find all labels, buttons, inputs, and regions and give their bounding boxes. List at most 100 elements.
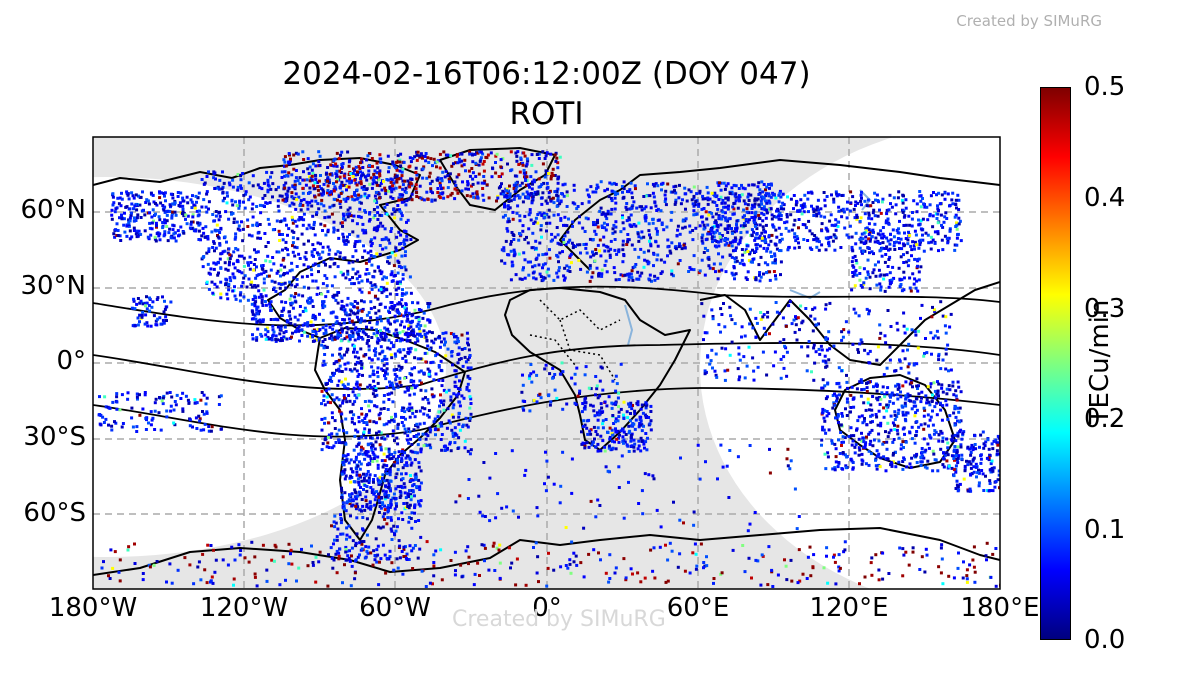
- roti-point: [372, 452, 376, 456]
- roti-point: [755, 236, 759, 240]
- roti-point: [432, 157, 436, 161]
- roti-point: [114, 207, 118, 211]
- roti-point: [346, 361, 350, 365]
- roti-point: [269, 308, 273, 312]
- roti-point: [373, 199, 377, 203]
- roti-point: [613, 190, 617, 194]
- roti-point: [866, 198, 870, 202]
- roti-point: [461, 364, 465, 368]
- roti-point: [302, 212, 306, 216]
- roti-point: [409, 346, 413, 350]
- roti-point: [419, 481, 423, 485]
- roti-point: [425, 331, 429, 335]
- roti-point: [368, 218, 372, 221]
- roti-point: [241, 172, 245, 175]
- roti-point: [284, 164, 288, 168]
- roti-point: [762, 213, 766, 217]
- roti-point: [741, 186, 745, 190]
- roti-point: [384, 246, 388, 250]
- roti-point: [390, 188, 394, 192]
- roti-point: [588, 237, 592, 241]
- roti-point: [363, 427, 367, 431]
- roti-point: [636, 270, 640, 274]
- roti-point: [262, 288, 266, 292]
- roti-point: [436, 176, 440, 180]
- roti-point: [782, 355, 786, 359]
- roti-point: [266, 254, 270, 258]
- roti-point: [317, 160, 321, 164]
- roti-point: [851, 256, 855, 260]
- roti-point: [238, 228, 242, 232]
- roti-point: [395, 319, 399, 323]
- roti-point: [348, 181, 352, 185]
- roti-point: [174, 239, 178, 243]
- roti-point: [851, 271, 855, 274]
- roti-point: [308, 179, 312, 183]
- roti-point: [714, 221, 718, 225]
- roti-point: [337, 331, 341, 335]
- roti-point: [373, 269, 377, 273]
- roti-point: [422, 198, 426, 202]
- roti-point: [312, 248, 316, 252]
- roti-point: [465, 387, 469, 391]
- roti-point: [355, 396, 359, 400]
- roti-point: [436, 187, 440, 190]
- roti-point: [325, 276, 329, 280]
- roti-point: [384, 447, 388, 451]
- roti-point: [816, 198, 820, 202]
- roti-point: [916, 258, 920, 261]
- roti-point: [402, 314, 406, 318]
- roti-point: [724, 347, 728, 351]
- roti-point: [236, 227, 240, 231]
- roti-point: [238, 299, 242, 303]
- roti-point: [518, 184, 522, 188]
- roti-point: [907, 230, 910, 234]
- roti-point: [455, 175, 459, 179]
- roti-point: [405, 234, 409, 238]
- roti-point: [163, 221, 167, 225]
- roti-point: [403, 325, 406, 329]
- roti-point: [308, 186, 312, 190]
- roti-point: [356, 385, 360, 389]
- roti-point: [516, 204, 520, 208]
- roti-point: [453, 197, 457, 201]
- roti-point: [266, 274, 269, 278]
- roti-point: [172, 232, 176, 236]
- roti-point: [309, 324, 313, 328]
- roti-point: [825, 348, 829, 352]
- roti-point: [735, 219, 739, 223]
- roti-point: [889, 280, 893, 284]
- roti-point: [401, 329, 405, 333]
- roti-point: [340, 489, 344, 493]
- roti-point: [669, 218, 673, 222]
- roti-point: [360, 363, 364, 367]
- roti-point: [874, 236, 878, 240]
- roti-point: [381, 277, 385, 281]
- roti-point: [610, 182, 614, 186]
- roti-point: [269, 300, 273, 304]
- roti-point: [376, 337, 380, 341]
- roti-point: [429, 189, 433, 193]
- roti-point: [176, 229, 180, 233]
- roti-point: [558, 251, 562, 255]
- roti-point: [723, 238, 727, 242]
- roti-point: [552, 213, 556, 217]
- roti-point: [385, 357, 389, 361]
- roti-point: [527, 273, 531, 277]
- roti-point: [555, 204, 559, 208]
- roti-point: [370, 436, 374, 440]
- roti-point: [637, 235, 641, 239]
- roti-point: [820, 348, 824, 352]
- roti-point: [939, 213, 943, 217]
- roti-point: [907, 342, 911, 346]
- roti-point: [528, 208, 532, 212]
- roti-point: [303, 306, 307, 310]
- roti-point: [388, 457, 392, 461]
- roti-point: [556, 197, 560, 201]
- roti-point: [581, 226, 585, 230]
- roti-point: [385, 472, 389, 476]
- roti-point: [652, 195, 656, 199]
- roti-point: [365, 325, 368, 329]
- roti-point: [332, 164, 336, 168]
- roti-point: [385, 372, 389, 376]
